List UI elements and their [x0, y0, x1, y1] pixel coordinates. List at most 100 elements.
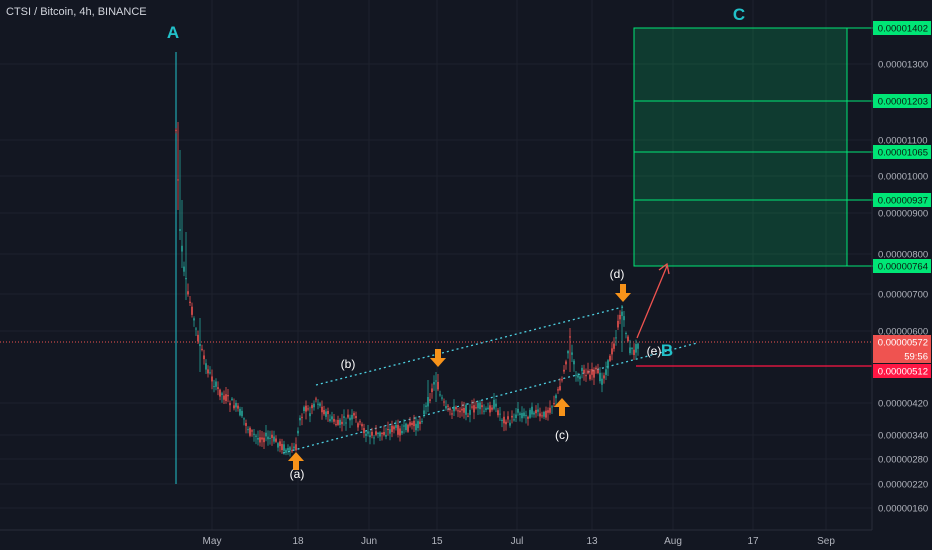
candle	[361, 422, 363, 431]
candle	[203, 349, 205, 365]
candle	[487, 402, 489, 411]
price-tag: 59:56	[873, 349, 931, 363]
candle	[447, 404, 449, 412]
candle	[281, 438, 283, 454]
candle	[635, 339, 637, 360]
time-axis-label: Jun	[361, 536, 377, 547]
candle	[269, 430, 271, 445]
candle	[183, 261, 185, 277]
candle	[587, 362, 589, 375]
target-box	[633, 27, 848, 267]
price-axis-label: 0.00000900	[878, 209, 928, 220]
lower-trendline	[282, 342, 698, 454]
candle	[511, 410, 513, 424]
candle	[349, 414, 351, 428]
candle	[213, 379, 215, 393]
candle	[613, 337, 615, 352]
candle	[527, 415, 529, 426]
candle	[429, 392, 431, 404]
candle	[351, 409, 353, 426]
candle	[517, 401, 519, 416]
candle	[331, 411, 333, 423]
candle	[539, 407, 541, 422]
candle	[597, 363, 599, 375]
price-axis[interactable]: 0.00001300 0.00001100 0.00001000 0.00000900…	[871, 0, 931, 530]
candle	[233, 398, 235, 411]
candle	[579, 374, 581, 386]
candle	[535, 405, 537, 418]
candle	[425, 402, 427, 415]
price-tag: 0.00001203	[873, 94, 931, 108]
candle	[453, 399, 455, 417]
candle	[199, 318, 201, 372]
candle	[497, 408, 499, 418]
price-axis-label: 0.00001000	[878, 172, 928, 183]
price-axis-label: 0.00000800	[878, 250, 928, 261]
wave-c-arrow	[554, 398, 570, 416]
candle	[433, 375, 435, 391]
candle	[359, 419, 361, 426]
candle	[575, 371, 577, 382]
price-axis-label: 0.00000340	[878, 431, 928, 442]
candle	[513, 413, 515, 422]
grid	[0, 0, 872, 530]
candle	[523, 408, 525, 419]
candle	[291, 442, 293, 453]
projection-arrow	[636, 262, 670, 339]
candle	[623, 311, 625, 327]
candle	[411, 421, 413, 430]
candle	[499, 407, 501, 421]
candle	[343, 409, 345, 426]
time-axis-label: Aug	[664, 536, 682, 547]
candle	[195, 326, 197, 337]
candle	[289, 445, 291, 457]
candle	[329, 414, 331, 423]
candle	[371, 427, 373, 439]
candle	[391, 420, 393, 438]
candle	[357, 421, 359, 431]
big-label-a: A	[167, 23, 179, 42]
candle	[389, 425, 391, 441]
time-axis-label: Sep	[817, 536, 835, 547]
candle	[469, 404, 471, 423]
candle	[617, 314, 619, 330]
candle	[253, 428, 255, 442]
candle	[457, 408, 459, 418]
candle	[533, 410, 535, 418]
candle	[581, 365, 583, 379]
price-axis-label: 0.00000700	[878, 290, 928, 301]
wave-d-arrow	[615, 284, 631, 302]
time-axis-label: 18	[292, 536, 304, 547]
price-tag: 0.00001402	[873, 21, 931, 35]
candle	[211, 369, 213, 390]
svg-text:59:56: 59:56	[904, 352, 928, 363]
candle	[221, 391, 223, 403]
candle	[611, 342, 613, 361]
candle	[565, 359, 567, 370]
candle	[407, 423, 409, 433]
svg-text:0.00000764: 0.00000764	[878, 262, 928, 273]
candle	[509, 419, 511, 428]
time-axis-label: May	[203, 536, 222, 547]
candle	[319, 401, 321, 408]
candle	[227, 389, 229, 403]
svg-text:0.00000572: 0.00000572	[878, 338, 928, 349]
candle	[363, 423, 365, 438]
candle	[529, 407, 531, 419]
candle	[323, 405, 325, 416]
candle	[279, 438, 281, 453]
candle	[387, 421, 389, 436]
wave-label-a: (a)	[290, 467, 305, 481]
candle	[461, 401, 463, 417]
candle	[431, 383, 433, 399]
price-tag: 0.00000937	[873, 193, 931, 207]
candle	[619, 310, 621, 325]
candle	[307, 405, 309, 412]
candle	[219, 388, 221, 401]
candle	[421, 418, 423, 424]
time-axis[interactable]: May 18 Jun 15 Jul 13 Aug 17 Sep	[0, 529, 872, 547]
candle	[403, 419, 405, 434]
candle	[409, 416, 411, 428]
candle	[287, 444, 289, 455]
